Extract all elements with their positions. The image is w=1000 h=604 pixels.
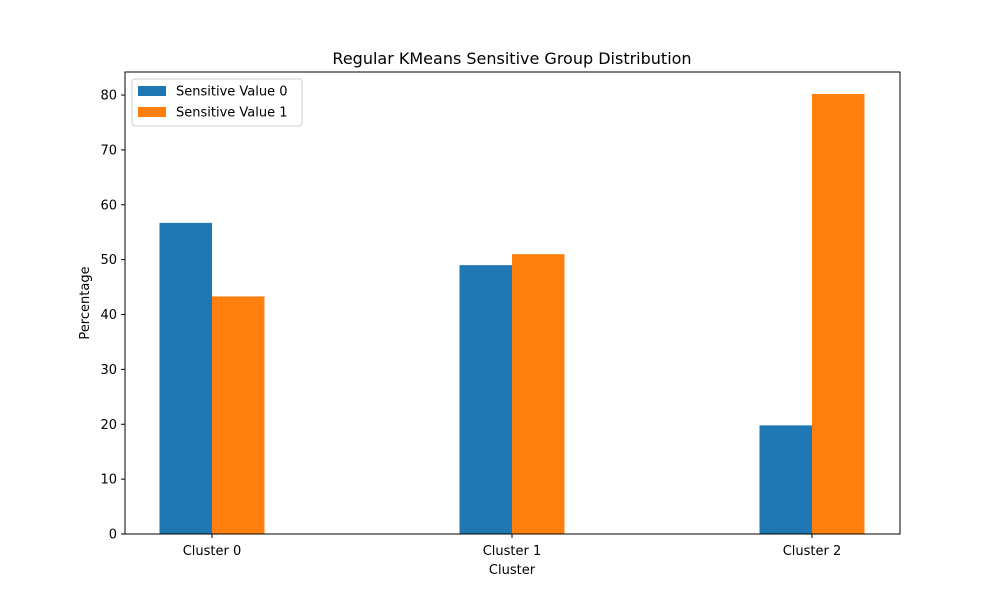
y-axis: 0 10 20 30 40 50 60 70 80 [100,89,125,543]
y-tick-label: 60 [100,198,117,213]
legend-swatch [138,86,166,96]
bar-series0-cluster-0 [159,222,212,534]
y-tick-label: 50 [100,253,117,268]
bar-series1-cluster-2 [812,93,865,534]
legend-box [131,78,303,127]
x-axis-label: Cluster [489,563,536,578]
y-tick-label: 10 [100,473,117,488]
bar-series0-cluster-2 [759,425,812,534]
y-tick-label: 40 [100,308,117,323]
x-tick-label: Cluster 0 [183,544,242,559]
legend-label: Sensitive Value 1 [176,106,288,121]
bar-series1-cluster-1 [512,254,565,535]
y-axis-label: Percentage [78,266,93,339]
x-tick-label: Cluster 2 [783,544,842,559]
bar-series1-cluster-0 [212,296,265,534]
legend: Sensitive Value 0 Sensitive Value 1 [131,78,303,127]
y-tick-label: 70 [100,143,117,158]
legend-label: Sensitive Value 0 [176,85,288,100]
y-tick-label: 30 [100,363,117,378]
y-tick-label: 0 [109,528,117,543]
bars-layer [159,93,865,535]
x-tick-label: Cluster 1 [483,544,542,559]
bar-series0-cluster-1 [459,265,512,534]
chart-title: Regular KMeans Sensitive Group Distribut… [332,49,691,68]
y-tick-label: 20 [100,418,117,433]
y-tick-label: 80 [100,89,117,104]
x-axis: Cluster 0 Cluster 1 Cluster 2 [183,534,842,559]
legend-swatch [138,107,166,117]
